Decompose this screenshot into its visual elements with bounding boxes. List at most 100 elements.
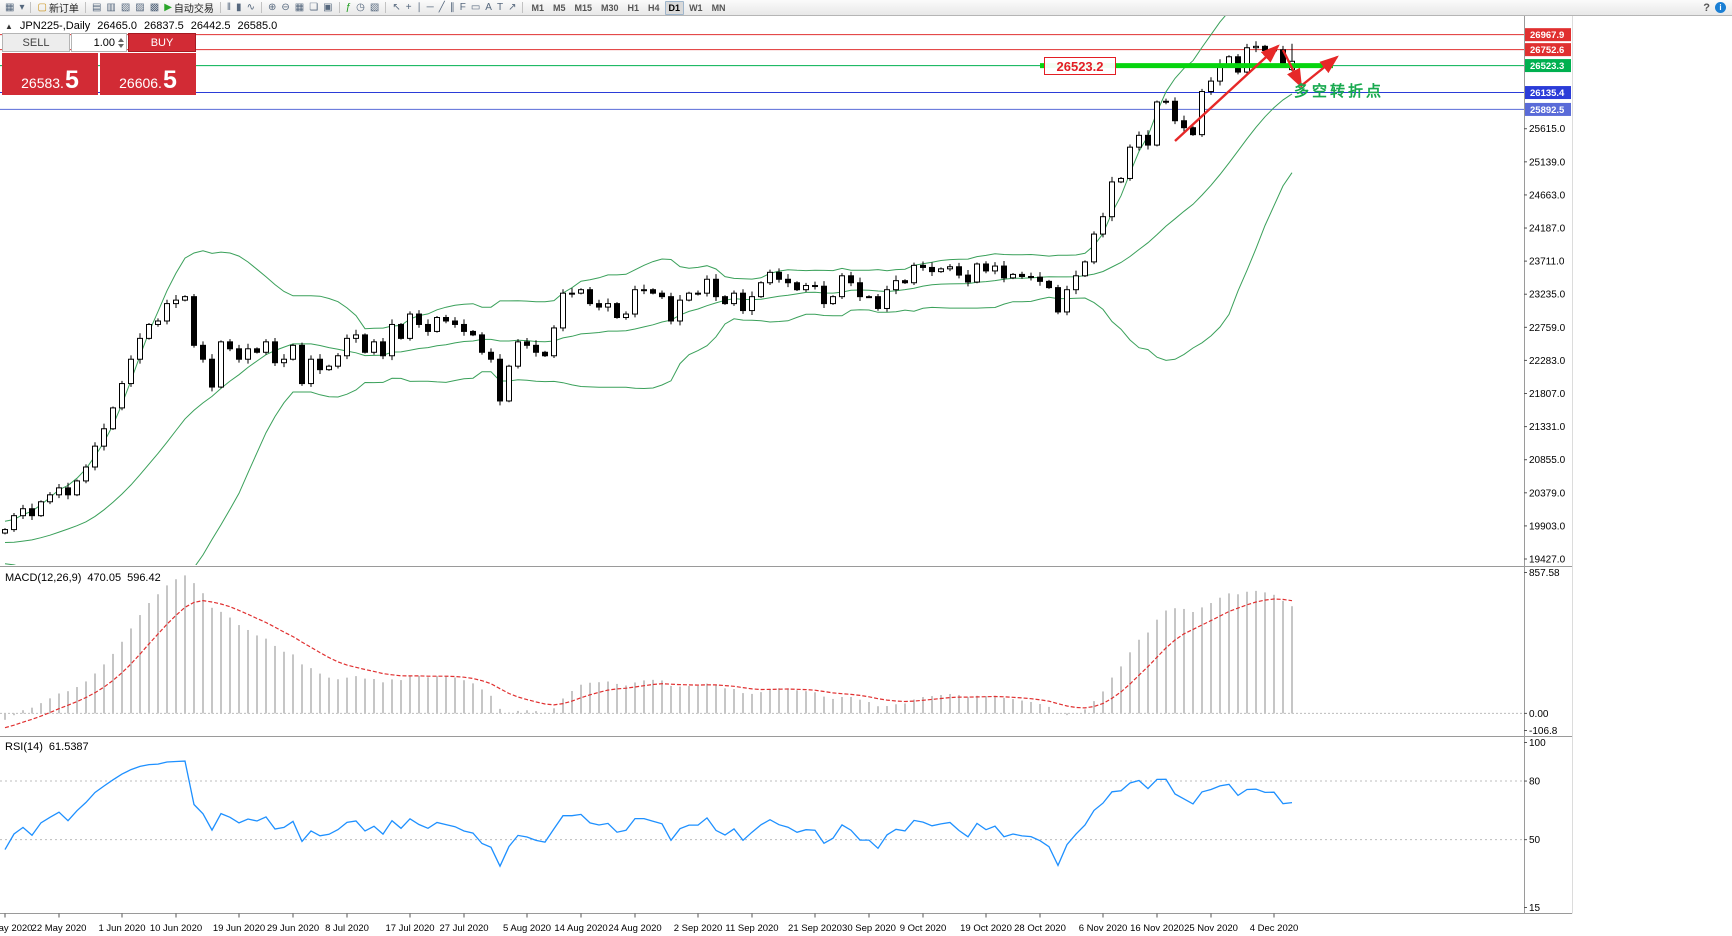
timeframe-h1[interactable]: H1 <box>627 2 640 13</box>
cascade-windows-button[interactable]: ❏ <box>307 1 320 15</box>
terminal-icon: ▨ <box>135 1 145 13</box>
data-window-button[interactable]: ▥ <box>104 1 117 15</box>
time-axis-label: 10 Jun 2020 <box>150 923 202 934</box>
indicators-button[interactable]: ƒ <box>344 1 354 15</box>
price-badge <box>1525 102 1571 116</box>
time-axis-label: 6 Nov 2020 <box>1079 923 1128 934</box>
rsi-indicator-label: RSI(14) 61.5387 <box>5 741 89 753</box>
shapes-tool-icon: ▭ <box>470 1 481 13</box>
time-axis-label: 5 Aug 2020 <box>503 923 551 934</box>
tile-windows-button[interactable]: ▦ <box>293 1 306 15</box>
candlestick-chart-button[interactable]: ▮ <box>234 1 244 15</box>
autotrading-button[interactable]: ▶ 自动交易 <box>162 1 216 15</box>
price-axis-label: 21331.0 <box>1529 422 1566 433</box>
shapes-tool-button[interactable]: ▭ <box>469 1 482 15</box>
price-axis-label: 19903.0 <box>1529 521 1566 532</box>
timeframe-d1[interactable]: D1 <box>664 0 685 15</box>
time-axis-label: 19 Jun 2020 <box>213 923 265 934</box>
arrange-icons-icon: ▣ <box>323 1 333 13</box>
time-axis-label: 17 Jul 2020 <box>385 923 434 934</box>
time-axis-label: 29 Jun 2020 <box>267 923 319 934</box>
bar-chart-icon: ‖ <box>226 1 232 13</box>
zoom-in-button[interactable]: ⊕ <box>266 1 278 15</box>
volume-stepper[interactable]: 1.00 <box>71 33 127 52</box>
spin-up-icon[interactable] <box>118 37 124 42</box>
timeframe-m5[interactable]: M5 <box>552 2 566 13</box>
crosshair-button[interactable]: + <box>404 1 414 15</box>
new-chart-button[interactable]: ▦ <box>3 1 16 15</box>
horizontal-line-tool-icon: ─ <box>426 1 434 13</box>
toolbar-separator <box>385 2 387 13</box>
fibonacci-tool-button[interactable]: F <box>458 1 468 15</box>
line-chart-button[interactable]: ∿ <box>245 1 257 15</box>
market-watch-icon: ▤ <box>91 1 102 13</box>
vertical-line-tool-button[interactable]: ∣ <box>415 1 424 15</box>
horizontal-line-tool-button[interactable]: ─ <box>425 1 436 15</box>
candlestick-chart-icon: ▮ <box>236 1 242 13</box>
timeframe-m30[interactable]: M30 <box>601 2 619 13</box>
timeframe-w1[interactable]: W1 <box>689 2 703 13</box>
cursor-icon: ↖ <box>392 1 401 13</box>
price-level-label[interactable]: 26523.2 <box>1044 57 1116 75</box>
arrows-tool-button[interactable]: ↗ <box>506 1 518 15</box>
candlesticks <box>2 41 1295 535</box>
toolbar-separator <box>522 2 524 13</box>
spin-down-icon[interactable] <box>118 43 124 48</box>
trendline-tool-button[interactable]: ╱ <box>437 1 447 15</box>
time-axis-label: 2 Sep 2020 <box>674 923 723 934</box>
trend-arrow-1[interactable] <box>1174 44 1280 142</box>
new-order-button[interactable]: ▢ 新订单 <box>35 1 80 15</box>
timeframe-m15[interactable]: M15 <box>574 2 592 13</box>
turning-point-annotation[interactable]: 多空转折点 <box>1294 83 1385 100</box>
price-axis-label: 20379.0 <box>1529 488 1566 499</box>
trend-arrow-2[interactable] <box>1281 49 1303 89</box>
sell-price-main: 26583. <box>21 74 64 91</box>
buy-price-button[interactable]: 26606. 5 <box>100 53 196 95</box>
sell-label-button[interactable]: SELL <box>2 33 70 52</box>
volume-spin-buttons[interactable] <box>118 37 126 48</box>
bar-high-value: 26837.5 <box>144 20 184 32</box>
trend-arrow-3[interactable] <box>1300 55 1339 87</box>
channel-tool-button[interactable]: ∥ <box>448 1 457 15</box>
text-label-tool-button[interactable]: T <box>495 1 505 15</box>
one-click-collapse-icon[interactable]: ▲ <box>5 21 13 31</box>
macd-indicator-label: MACD(12,26,9) 470.05 596.42 <box>5 572 161 584</box>
arrange-icons-button[interactable]: ▣ <box>321 1 334 15</box>
price-badge-text: 26967.9 <box>1530 30 1564 41</box>
timeframe-m1[interactable]: M1 <box>531 2 544 13</box>
bar-chart-button[interactable]: ‖ <box>225 1 233 15</box>
price-axis-label: 24663.0 <box>1529 190 1566 201</box>
text-tool-icon: A <box>485 1 492 13</box>
price-axis-label: 19427.0 <box>1529 555 1566 566</box>
buy-label-button[interactable]: BUY <box>128 33 196 52</box>
bollinger-lower <box>4 172 1293 565</box>
timeframe-mn[interactable]: MN <box>711 2 726 13</box>
vertical-line-tool-icon: ∣ <box>416 1 422 13</box>
community-icon[interactable]: i <box>1715 2 1726 13</box>
navigator-button[interactable]: ▧ <box>119 1 132 15</box>
cursor-button[interactable]: ↖ <box>390 1 402 15</box>
macd-axis-label: 0.00 <box>1529 709 1549 720</box>
terminal-button[interactable]: ▨ <box>133 1 146 15</box>
volume-value[interactable]: 1.00 <box>93 36 115 49</box>
periods-button[interactable]: ◷ <box>354 1 367 15</box>
chart-canvas[interactable]: 25615.0 25139.0 24663.0 24187.0 23711.0 23235… <box>0 16 1732 936</box>
new-chart-icon: ▦ <box>5 1 15 13</box>
text-tool-button[interactable]: A <box>483 1 494 15</box>
chart-profiles-button[interactable]: ▾ <box>17 1 26 15</box>
periods-icon: ◷ <box>356 1 365 13</box>
toolbar-separator <box>338 2 340 13</box>
sell-price-button[interactable]: 26583. 5 <box>2 53 98 95</box>
new-order-icon: ▢ <box>37 1 47 13</box>
main-toolbar: ▦ ▾ ▢ 新订单 ▤ ▥ ▧ ▨ ▩ ▶ 自动交易 ‖ ▮ ∿ ⊕ ⊖ ▦ ❏ ▣ ƒ ◷ ▧ ↖ + ∣ ─ ╱ ∥ F ▭ A T ↗ M1… <box>0 0 1732 16</box>
time-axis-label: 13 May 2020 <box>0 923 32 934</box>
help-icon[interactable]: ? <box>1703 1 1710 14</box>
timeframe-h4[interactable]: H4 <box>648 2 660 13</box>
market-watch-button[interactable]: ▤ <box>90 1 103 15</box>
price-badge <box>1525 28 1571 42</box>
zoom-out-button[interactable]: ⊖ <box>279 1 291 15</box>
templates-button[interactable]: ▧ <box>368 1 381 15</box>
strategy-tester-button[interactable]: ▩ <box>148 1 161 15</box>
autotrading-label: 自动交易 <box>173 4 214 15</box>
tile-windows-icon: ▦ <box>294 1 305 13</box>
